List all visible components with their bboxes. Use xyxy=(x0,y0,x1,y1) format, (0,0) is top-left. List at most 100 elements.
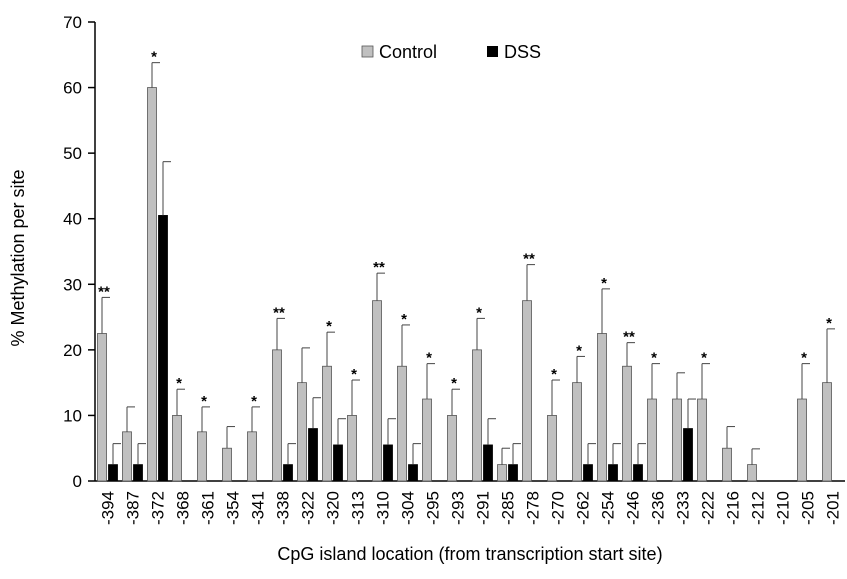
bar-control xyxy=(323,366,332,481)
x-tick-label: -310 xyxy=(374,491,393,525)
significance-mark: * xyxy=(251,393,257,410)
bar-control xyxy=(298,383,307,481)
bar-control xyxy=(748,465,757,481)
bar-control xyxy=(723,448,732,481)
x-tick-label: -304 xyxy=(399,491,418,525)
bar-control xyxy=(798,399,807,481)
y-tick-label: 50 xyxy=(63,144,82,163)
significance-mark: * xyxy=(576,342,582,359)
significance-mark: * xyxy=(426,350,432,367)
significance-mark: * xyxy=(326,318,332,335)
bar-dss xyxy=(309,429,318,481)
bar-dss xyxy=(109,465,118,481)
bar-control xyxy=(248,432,257,481)
x-tick-label: -278 xyxy=(524,491,543,525)
bar-control xyxy=(398,366,407,481)
y-tick-label: 20 xyxy=(63,341,82,360)
significance-mark: * xyxy=(476,304,482,321)
bar-dss xyxy=(384,445,393,481)
y-tick-label: 10 xyxy=(63,406,82,425)
x-tick-label: -394 xyxy=(99,491,118,525)
x-tick-label: -285 xyxy=(499,491,518,525)
significance-mark: ** xyxy=(98,283,110,300)
legend-label-control: Control xyxy=(379,42,437,62)
bar-control xyxy=(423,399,432,481)
significance-mark: * xyxy=(351,366,357,383)
bar-control xyxy=(623,366,632,481)
y-tick-label: 40 xyxy=(63,210,82,229)
y-tick-label: 70 xyxy=(63,13,82,32)
significance-mark: * xyxy=(551,366,557,383)
x-tick-label: -372 xyxy=(149,491,168,525)
significance-mark: * xyxy=(176,375,182,392)
bar-control xyxy=(448,415,457,481)
bar-dss xyxy=(134,465,143,481)
bar-dss xyxy=(634,465,643,481)
bar-control xyxy=(648,399,657,481)
bar-dss xyxy=(584,465,593,481)
x-tick-label: -201 xyxy=(824,491,843,525)
bar-control xyxy=(148,88,157,481)
bar-control xyxy=(198,432,207,481)
x-axis: -394 -387 -372 -368 -361 -354 -341 -338 -322 -320… xyxy=(95,481,845,525)
x-tick-label: -233 xyxy=(674,491,693,525)
bar-dss xyxy=(409,465,418,481)
x-tick-label: -236 xyxy=(649,491,668,525)
legend-swatch-dss xyxy=(487,46,498,57)
significance-mark: ** xyxy=(523,251,535,268)
legend-swatch-control xyxy=(362,46,373,57)
x-tick-label: -293 xyxy=(449,491,468,525)
x-tick-label: -262 xyxy=(574,491,593,525)
bar-control xyxy=(273,350,282,481)
bar-control xyxy=(598,333,607,481)
bar-dss xyxy=(684,429,693,481)
significance-mark: * xyxy=(701,350,707,367)
bar-control xyxy=(348,415,357,481)
significance-mark: * xyxy=(401,311,407,328)
x-tick-label: -387 xyxy=(124,491,143,525)
x-tick-label: -313 xyxy=(349,491,368,525)
x-tick-label: -222 xyxy=(699,491,718,525)
x-tick-label: -354 xyxy=(224,491,243,525)
y-axis-title: % Methylation per site xyxy=(8,169,28,346)
bar-dss xyxy=(334,445,343,481)
bars xyxy=(98,63,836,481)
x-tick-label: -212 xyxy=(749,491,768,525)
x-tick-label: -291 xyxy=(474,491,493,525)
legend-label-dss: DSS xyxy=(504,42,541,62)
bar-control xyxy=(123,432,132,481)
significance-mark: * xyxy=(451,375,457,392)
x-tick-label: -210 xyxy=(774,491,793,525)
bar-control xyxy=(223,448,232,481)
bar-dss xyxy=(609,465,618,481)
legend: Control DSS xyxy=(362,42,541,62)
significance-mark: * xyxy=(201,393,207,410)
x-tick-label: -338 xyxy=(274,491,293,525)
y-axis: 0 10 20 30 40 50 60 70 xyxy=(63,13,95,491)
x-tick-label: -322 xyxy=(299,491,318,525)
bar-dss xyxy=(284,465,293,481)
bar-control xyxy=(498,465,507,481)
x-tick-label: -205 xyxy=(799,491,818,525)
bar-control xyxy=(173,415,182,481)
significance-mark: ** xyxy=(273,304,285,321)
x-tick-label: -270 xyxy=(549,491,568,525)
y-tick-label: 60 xyxy=(63,79,82,98)
y-tick-label: 30 xyxy=(63,275,82,294)
bar-control xyxy=(548,415,557,481)
significance-mark: * xyxy=(801,350,807,367)
x-tick-label: -341 xyxy=(249,491,268,525)
x-tick-label: -320 xyxy=(324,491,343,525)
significance-mark: * xyxy=(826,315,832,332)
bar-dss xyxy=(159,215,168,481)
bar-dss xyxy=(509,465,518,481)
significance-mark: * xyxy=(601,275,607,292)
significance-mark: * xyxy=(651,350,657,367)
significance-mark: * xyxy=(151,49,157,66)
bar-control xyxy=(573,383,582,481)
bar-control xyxy=(673,399,682,481)
significance-mark: ** xyxy=(373,259,385,276)
bar-control xyxy=(373,301,382,481)
